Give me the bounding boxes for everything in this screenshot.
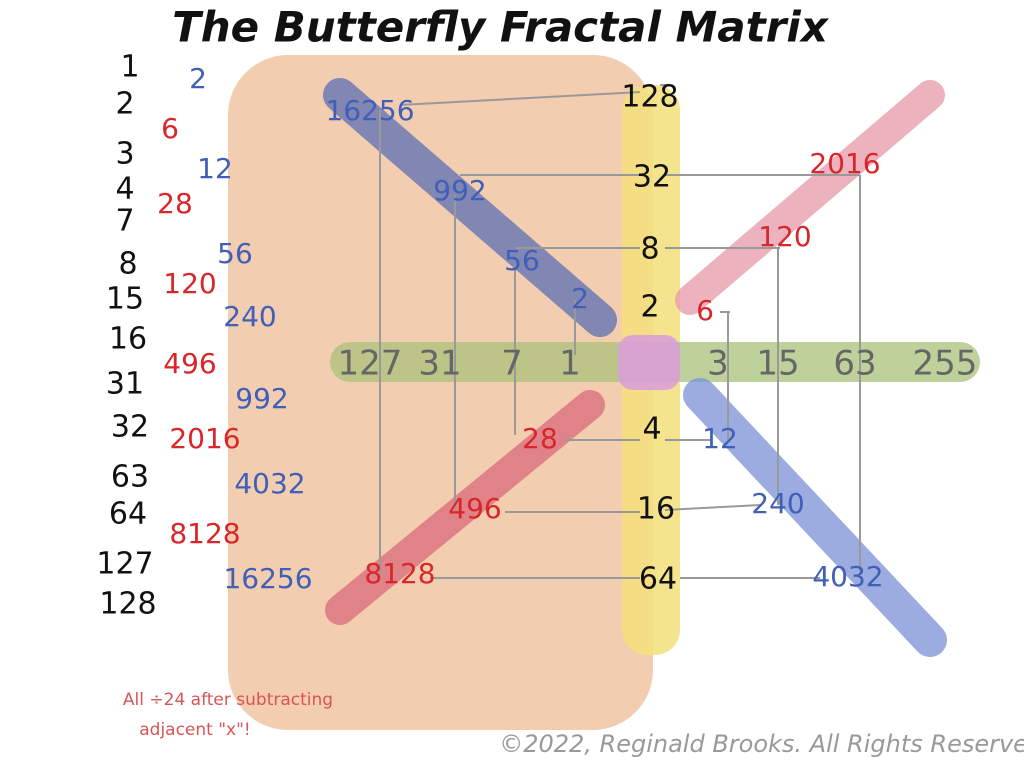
number-label: 4032 [812, 560, 883, 593]
number-label: 16256 [325, 94, 414, 127]
number-label: 64 [109, 497, 147, 532]
number-label: 12 [702, 422, 738, 455]
number-label: 255 [913, 344, 978, 384]
number-label: 31 [106, 367, 144, 402]
number-label: 240 [223, 300, 276, 333]
number-label: 1 [120, 50, 139, 85]
number-label: 16 [637, 492, 675, 527]
number-label: 32 [111, 410, 149, 445]
number-label: 15 [756, 344, 799, 384]
orange-wash [228, 55, 653, 730]
number-label: 992 [433, 174, 486, 207]
number-label: 4 [115, 172, 134, 207]
number-label: 63 [111, 460, 149, 495]
number-label: 127 [96, 547, 153, 582]
number-label: 2 [640, 290, 659, 325]
red-diagonal [325, 390, 605, 625]
number-label: 3 [115, 137, 134, 172]
number-label: 7 [501, 344, 523, 384]
number-label: 128 [99, 587, 156, 622]
title: The Butterfly Fractal Matrix [172, 3, 830, 52]
number-label: 28 [522, 422, 558, 455]
number-label: 28 [157, 187, 193, 220]
number-label: 127 [338, 344, 403, 384]
number-label: 7 [115, 204, 134, 239]
number-label: 8128 [364, 557, 435, 590]
center-square [618, 335, 680, 390]
number-label: 63 [833, 344, 876, 384]
number-label: 2016 [169, 422, 240, 455]
blue-diagonal [683, 378, 947, 657]
note: All ÷24 after subtracting [123, 690, 333, 710]
number-label: 3 [707, 344, 729, 384]
blue-diagonal [323, 78, 617, 337]
number-label: 12 [197, 152, 233, 185]
number-label: 496 [448, 492, 501, 525]
number-label: 128 [621, 80, 678, 115]
number-label: 8 [640, 232, 659, 267]
number-label: 64 [639, 562, 677, 597]
number-label: 31 [418, 344, 461, 384]
number-label: 2 [189, 62, 207, 95]
number-label: 120 [758, 220, 811, 253]
number-label: 6 [161, 112, 179, 145]
number-label: 992 [235, 382, 288, 415]
number-label: 16256 [223, 562, 312, 595]
number-label: 15 [106, 282, 144, 317]
number-label: 1 [559, 344, 581, 384]
grid-lines [379, 84, 861, 579]
number-label: 6 [696, 294, 714, 327]
red-diagonal [675, 80, 945, 315]
number-label: 4 [642, 412, 661, 447]
number-label: 8128 [169, 517, 240, 550]
number-label: 4032 [234, 467, 305, 500]
number-label: 32 [633, 160, 671, 195]
number-label: 56 [504, 244, 540, 277]
number-label: 2 [115, 87, 134, 122]
number-label: 240 [751, 487, 804, 520]
number-label: 496 [163, 347, 216, 380]
copyright: ©2022, Reginald Brooks. All Rights Reser… [499, 730, 1024, 758]
number-label: 2 [571, 282, 589, 315]
number-label: 16 [109, 322, 147, 357]
number-label: 8 [118, 247, 137, 282]
number-label: 56 [217, 237, 253, 270]
number-label: 120 [163, 267, 216, 300]
number-label: 2016 [809, 147, 880, 180]
note: adjacent "x"! [139, 720, 251, 740]
